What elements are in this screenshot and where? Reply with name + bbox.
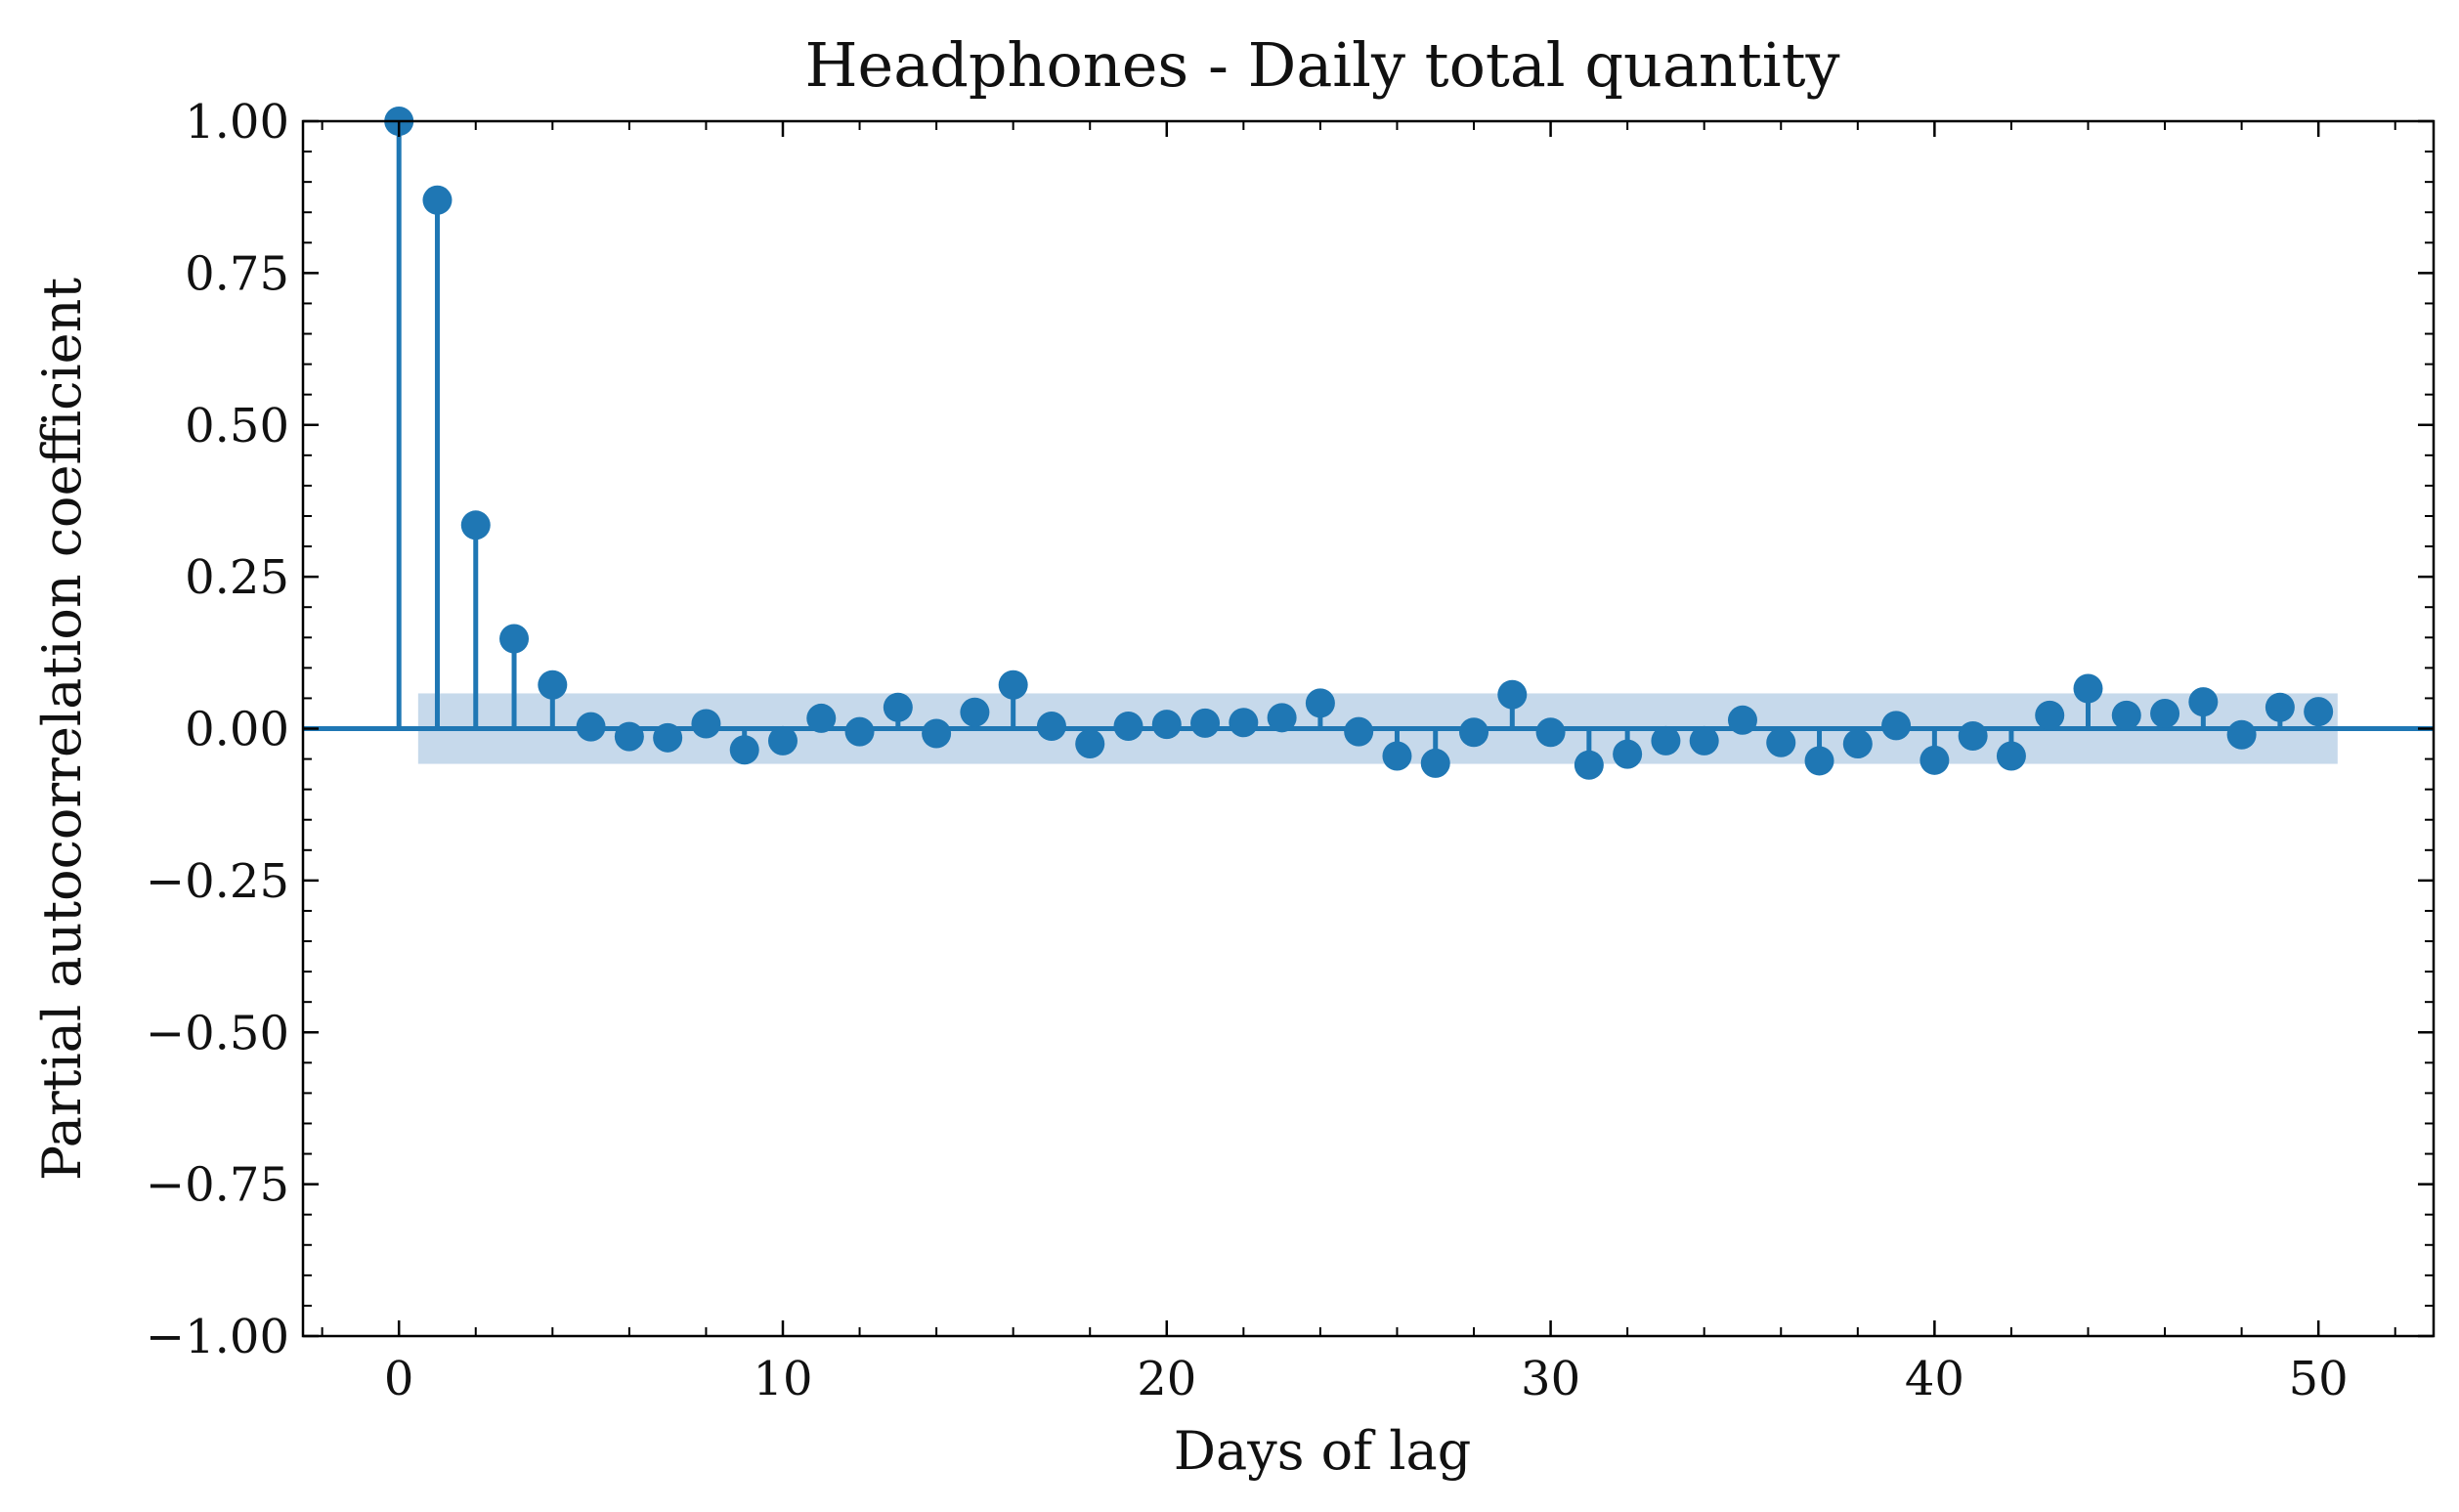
- marker-lag-9: [729, 735, 759, 765]
- marker-lag-35: [1727, 705, 1757, 735]
- marker-lag-28: [1459, 717, 1489, 748]
- ticks-layer: [303, 119, 2434, 1338]
- x-tick-label: 20: [1137, 1352, 1196, 1406]
- marker-lag-3: [499, 624, 530, 654]
- marker-lag-6: [614, 721, 644, 752]
- marker-lag-43: [2035, 700, 2065, 730]
- marker-lag-39: [1881, 711, 1912, 741]
- marker-lag-17: [1036, 712, 1066, 742]
- y-tick-label: 0.25: [185, 550, 289, 605]
- marker-lag-1: [422, 185, 453, 215]
- marker-lag-27: [1420, 748, 1450, 778]
- marker-lag-33: [1651, 725, 1681, 756]
- y-tick-label: 0.75: [185, 246, 289, 301]
- marker-lag-49: [2265, 692, 2295, 722]
- marker-lag-23: [1267, 703, 1297, 733]
- marker-lag-42: [1996, 741, 2026, 771]
- marker-lag-18: [1075, 729, 1105, 759]
- marker-lag-32: [1613, 739, 1643, 769]
- y-tick-label: −0.75: [146, 1158, 289, 1213]
- marker-lag-30: [1535, 717, 1566, 748]
- chart-title: Headphones - Daily total quantity: [804, 29, 1839, 101]
- y-tick-label: 0.00: [185, 703, 289, 757]
- marker-lag-45: [2111, 700, 2141, 730]
- x-tick-label: 50: [2289, 1352, 2349, 1406]
- markers-layer: [384, 107, 2334, 780]
- marker-lag-44: [2073, 673, 2103, 704]
- marker-lag-13: [883, 692, 913, 722]
- marker-lag-16: [998, 670, 1028, 700]
- x-tick-label: 0: [384, 1352, 414, 1406]
- marker-lag-10: [767, 725, 798, 756]
- marker-lag-48: [2226, 719, 2257, 750]
- marker-lag-21: [1190, 708, 1221, 738]
- marker-lag-25: [1344, 716, 1374, 747]
- x-tick-label: 40: [1905, 1352, 1964, 1406]
- x-tick-label: 10: [753, 1352, 812, 1406]
- marker-lag-19: [1113, 712, 1143, 742]
- marker-lag-34: [1689, 725, 1719, 756]
- marker-lag-14: [922, 718, 952, 749]
- marker-lag-7: [653, 722, 683, 753]
- marker-lag-38: [1842, 729, 1873, 759]
- marker-lag-50: [2304, 697, 2334, 727]
- y-tick-label: −0.50: [146, 1006, 289, 1060]
- marker-lag-8: [691, 709, 721, 739]
- marker-lag-2: [460, 510, 491, 540]
- marker-lag-29: [1497, 679, 1528, 710]
- x-tick-label: 30: [1521, 1352, 1580, 1406]
- y-tick-label: 0.50: [185, 399, 289, 454]
- x-tick-labels: 0 10 20 30 40 50: [384, 1352, 2349, 1406]
- y-tick-labels: 1.00 0.75 0.50 0.25 0.00 −0.25 −0.50 −0.75 −1.00: [146, 95, 289, 1364]
- marker-lag-5: [576, 712, 606, 742]
- marker-lag-15: [960, 697, 990, 727]
- marker-lag-46: [2150, 698, 2180, 728]
- marker-lag-31: [1574, 750, 1604, 780]
- marker-lag-36: [1766, 727, 1796, 757]
- marker-lag-12: [844, 716, 875, 747]
- marker-lag-4: [538, 670, 568, 700]
- marker-lag-24: [1305, 688, 1335, 718]
- marker-lag-37: [1804, 746, 1834, 776]
- y-tick-label: −1.00: [146, 1310, 289, 1364]
- marker-lag-26: [1382, 741, 1412, 771]
- marker-lag-11: [806, 703, 837, 733]
- stems-layer: [396, 121, 2321, 765]
- marker-lag-47: [2188, 687, 2219, 717]
- y-axis-label: Partial autocorrelation coefficient: [31, 278, 93, 1182]
- y-tick-label: −0.25: [146, 854, 289, 909]
- y-tick-label: 1.00: [185, 95, 289, 150]
- x-axis-label: Days of lag: [1174, 1420, 1472, 1482]
- marker-lag-41: [1958, 720, 1988, 751]
- marker-lag-40: [1920, 745, 1950, 775]
- marker-lag-22: [1229, 708, 1259, 738]
- marker-lag-20: [1151, 710, 1182, 740]
